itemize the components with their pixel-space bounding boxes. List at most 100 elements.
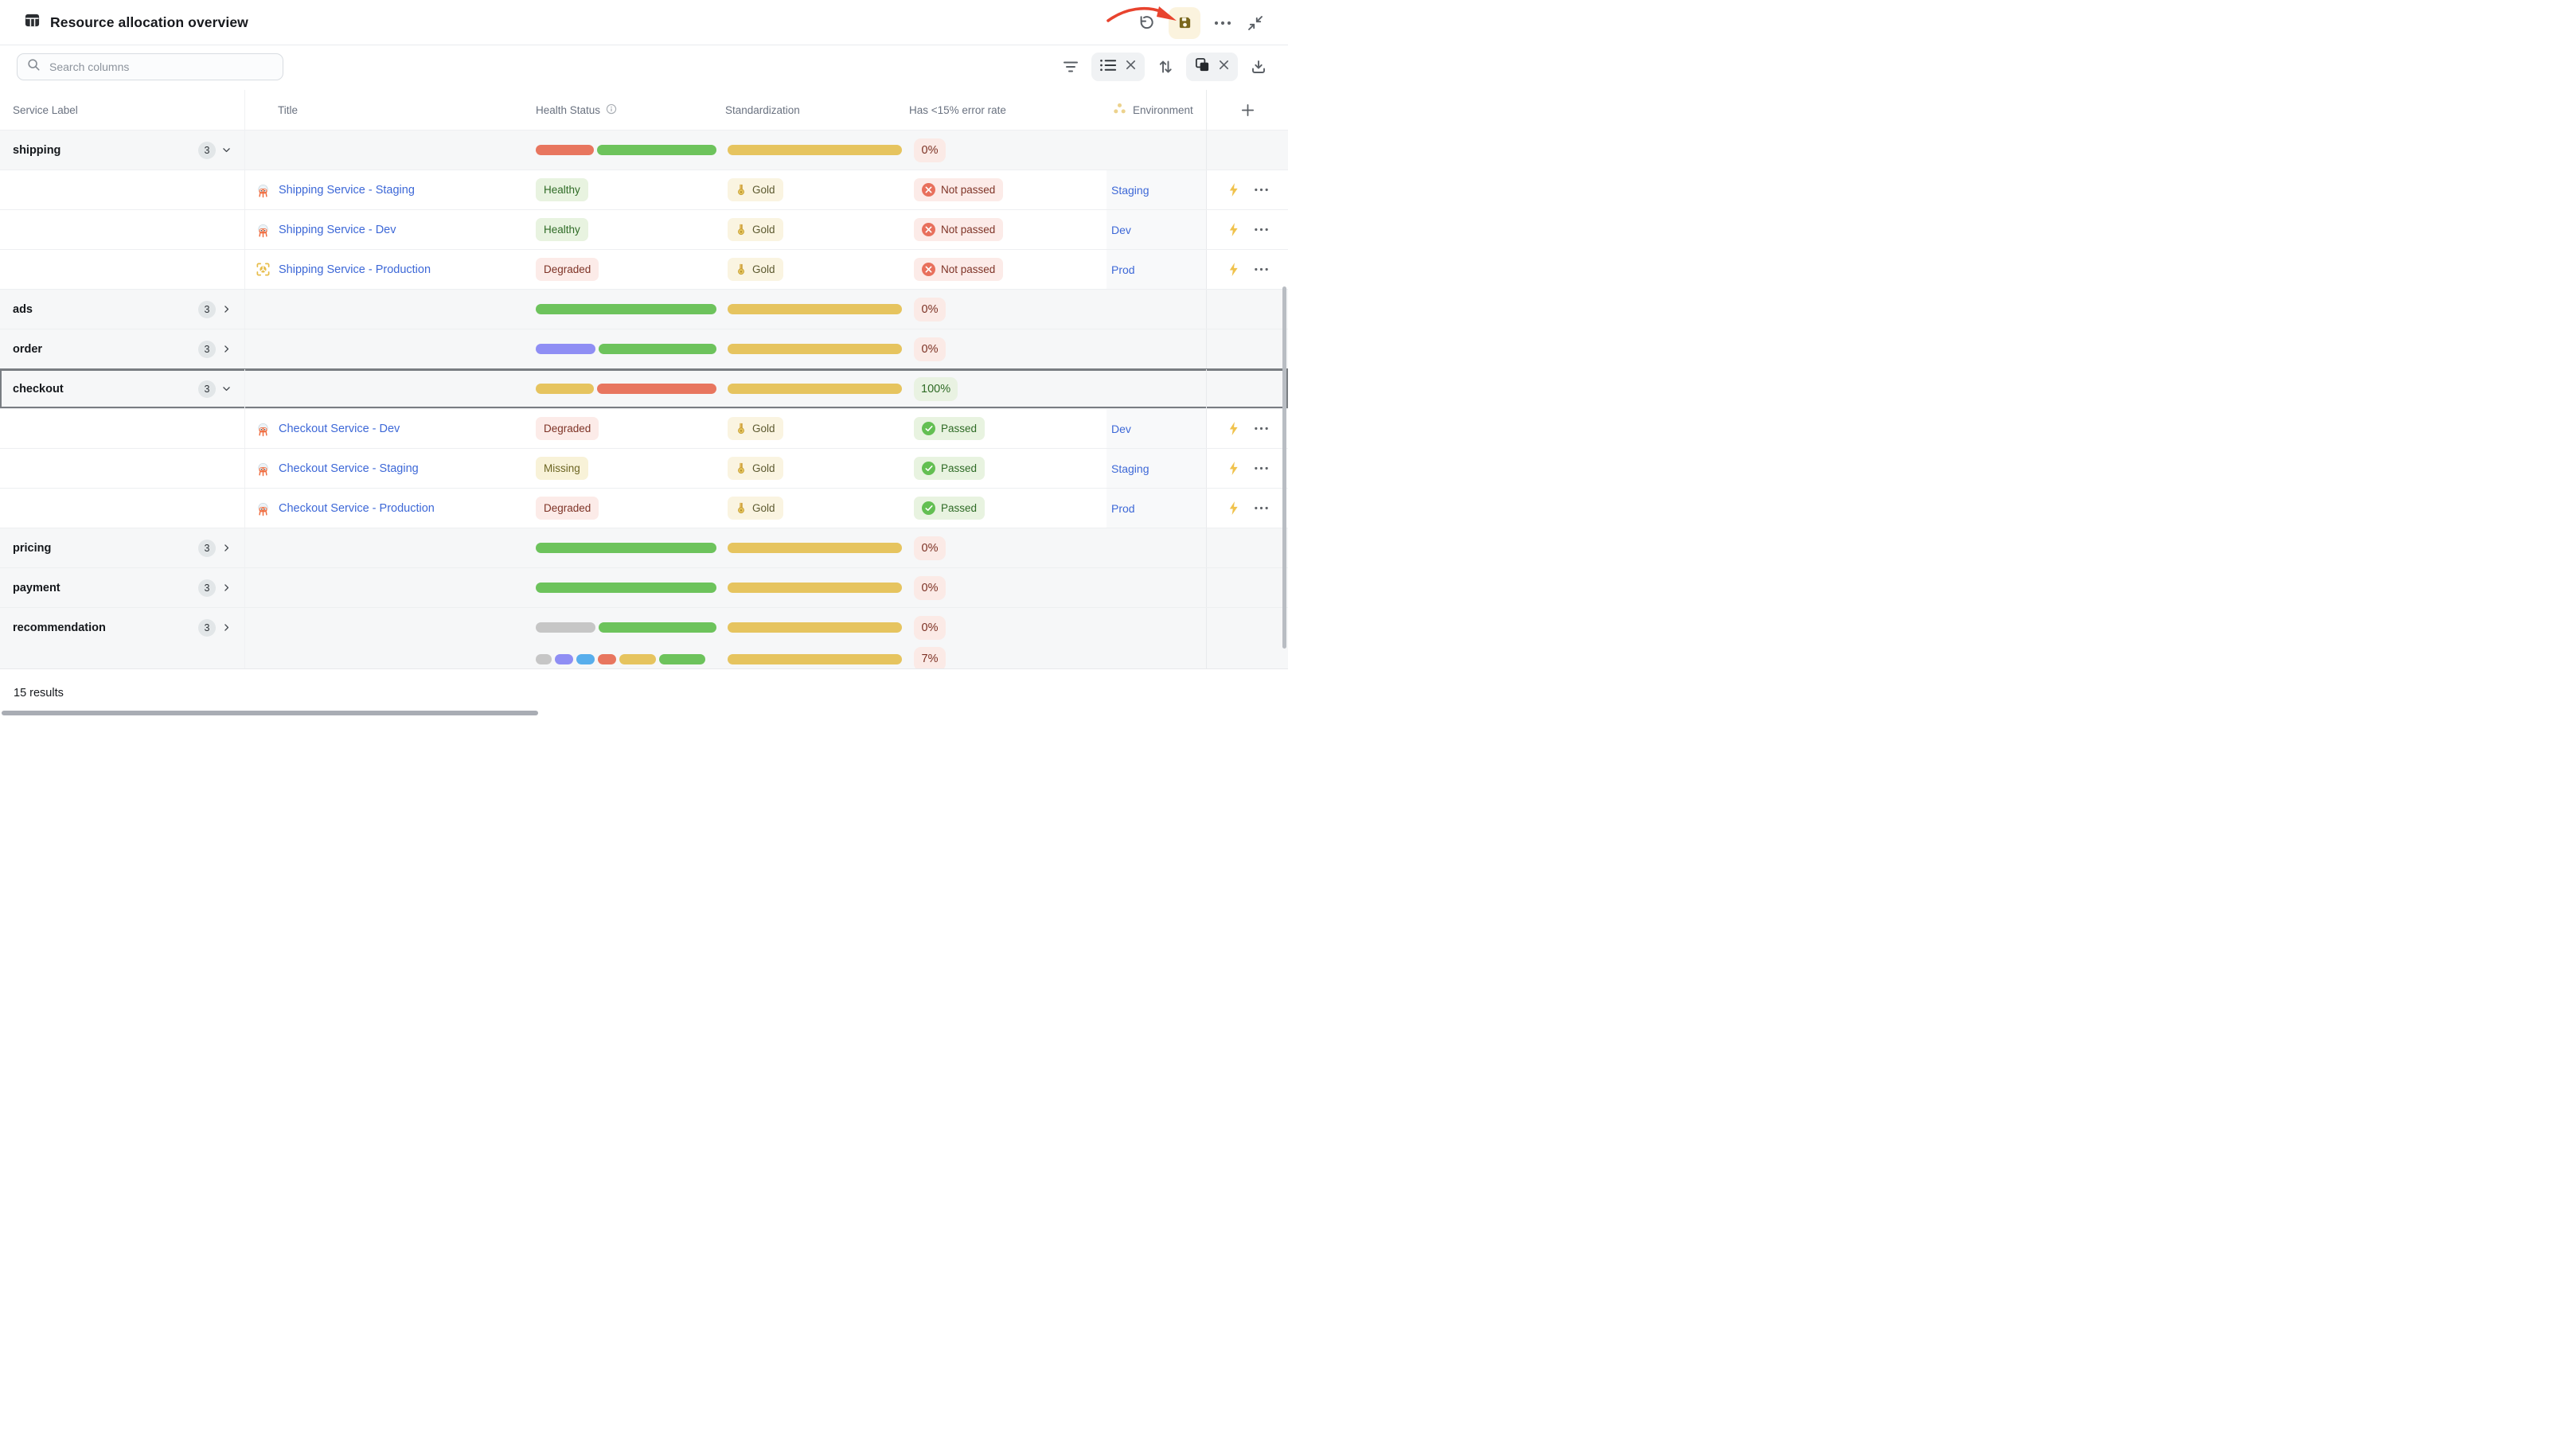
group-count-badge: 3 [198,540,216,557]
collapse-button[interactable] [1245,13,1266,33]
service-title-link[interactable]: Checkout Service - Production [279,502,435,515]
medal-icon [736,263,747,275]
chevron-right-icon[interactable] [221,543,232,553]
error-rate-badge: 0% [914,576,946,600]
group-row[interactable]: payment30% [0,567,1288,607]
chevron-right-icon[interactable] [221,622,232,633]
group-row[interactable]: shipping30% [0,130,1288,170]
medal-icon [736,502,747,514]
health-status-bar [536,145,716,155]
standardization-tier-badge: Gold [728,497,783,520]
error-rate-badge: 0% [914,138,946,162]
service-row: Checkout Service - StagingMissingGoldPas… [0,448,1288,488]
column-header-service-label[interactable]: Service Label [0,90,245,130]
clear-stack-icon[interactable] [1218,59,1230,75]
chevron-right-icon[interactable] [221,344,232,354]
group-row[interactable]: ads30% [0,289,1288,329]
row-menu-button[interactable] [1253,427,1270,431]
save-button[interactable] [1169,7,1200,39]
bolt-action-button[interactable] [1228,262,1239,277]
error-rate-badge: 0% [914,298,946,321]
standardization-bar [728,384,902,394]
column-header-error-rate[interactable]: Has <15% error rate [907,90,1107,130]
standardization-tier-badge: Gold [728,417,783,440]
service-title-link[interactable]: Checkout Service - Staging [279,462,419,475]
search-input[interactable] [48,60,273,74]
environment-link[interactable]: Staging [1111,184,1149,197]
bolt-action-button[interactable] [1228,461,1239,476]
health-status-badge: Healthy [536,178,588,201]
bolt-action-button[interactable] [1228,222,1239,237]
row-menu-button[interactable] [1253,228,1270,232]
service-title-link[interactable]: Shipping Service - Production [279,263,431,276]
environment-link[interactable]: Prod [1111,263,1135,276]
group-row[interactable]: order30% [0,329,1288,368]
more-options-button[interactable] [1212,13,1233,33]
chevron-right-icon[interactable] [221,304,232,314]
error-rate-badge: 0% [914,616,946,640]
package-icon [256,262,271,277]
standardization-bar [728,145,902,155]
bolt-action-button[interactable] [1228,501,1239,516]
group-row[interactable]: pricing 3 0% [0,528,1288,567]
group-label: pricing [13,542,51,555]
chevron-down-icon[interactable] [221,145,232,155]
row-menu-button[interactable] [1253,188,1270,192]
group-row[interactable]: checkout3100% [0,368,1288,408]
filter-button[interactable] [1060,57,1081,77]
table-footer: 15 results [0,668,1288,717]
chevron-right-icon[interactable] [221,583,232,593]
row-menu-button[interactable] [1253,506,1270,510]
service-title-link[interactable]: Checkout Service - Dev [279,423,400,435]
environment-link[interactable]: Dev [1111,423,1131,435]
add-column-button[interactable] [1206,90,1288,130]
group-label: checkout [13,383,64,396]
health-status-badge: Degraded [536,417,599,440]
environment-link[interactable]: Staging [1111,462,1149,475]
standardization-bar [728,543,902,553]
info-icon[interactable] [606,103,617,117]
horizontal-scrollbar-thumb[interactable] [2,711,538,715]
standardization-bar [728,654,902,664]
stack-chip[interactable] [1186,53,1238,81]
service-title-link[interactable]: Shipping Service - Dev [279,224,396,236]
group-row[interactable]: recommendation 3 0% [0,607,1288,647]
bolt-action-button[interactable] [1228,182,1239,197]
bolt-action-button[interactable] [1228,421,1239,436]
row-menu-button[interactable] [1253,267,1270,271]
column-header-health-status[interactable]: Health Status [533,90,720,130]
standardization-bar [728,622,902,633]
environment-link[interactable]: Prod [1111,502,1135,515]
column-header-standardization[interactable]: Standardization [720,90,907,130]
group-by-chip[interactable] [1091,53,1145,81]
pass-icon [922,462,935,475]
error-rate-badge: 7% [914,647,946,671]
row-menu-button[interactable] [1253,466,1270,470]
service-title-link[interactable]: Shipping Service - Staging [279,184,415,197]
check-result-badge: Passed [914,417,985,440]
search-box[interactable] [17,53,283,80]
chevron-down-icon[interactable] [221,384,232,394]
vertical-scrollbar-thumb[interactable] [1282,286,1286,649]
environment-link[interactable]: Dev [1111,224,1131,236]
download-button[interactable] [1248,57,1269,77]
squid-icon [256,461,271,477]
error-rate-badge: 0% [914,536,946,560]
group-count-badge: 3 [198,619,216,637]
group-label: recommendation [13,622,106,634]
standardization-bar [728,344,902,354]
health-status-bar [536,543,716,553]
column-header-title[interactable]: Title [245,90,533,130]
plus-icon [1239,102,1256,119]
sort-button[interactable] [1155,57,1176,77]
group-count-badge: 3 [198,579,216,597]
column-header-environment[interactable]: Environment [1107,90,1206,130]
header-actions [1136,0,1266,45]
clear-group-by-icon[interactable] [1125,59,1137,75]
results-count: 15 results [14,687,64,699]
group-count-badge: 3 [198,341,216,358]
undo-button[interactable] [1136,13,1157,33]
health-status-bar [536,654,705,664]
health-status-bar [536,344,716,354]
health-status-badge: Degraded [536,258,599,281]
